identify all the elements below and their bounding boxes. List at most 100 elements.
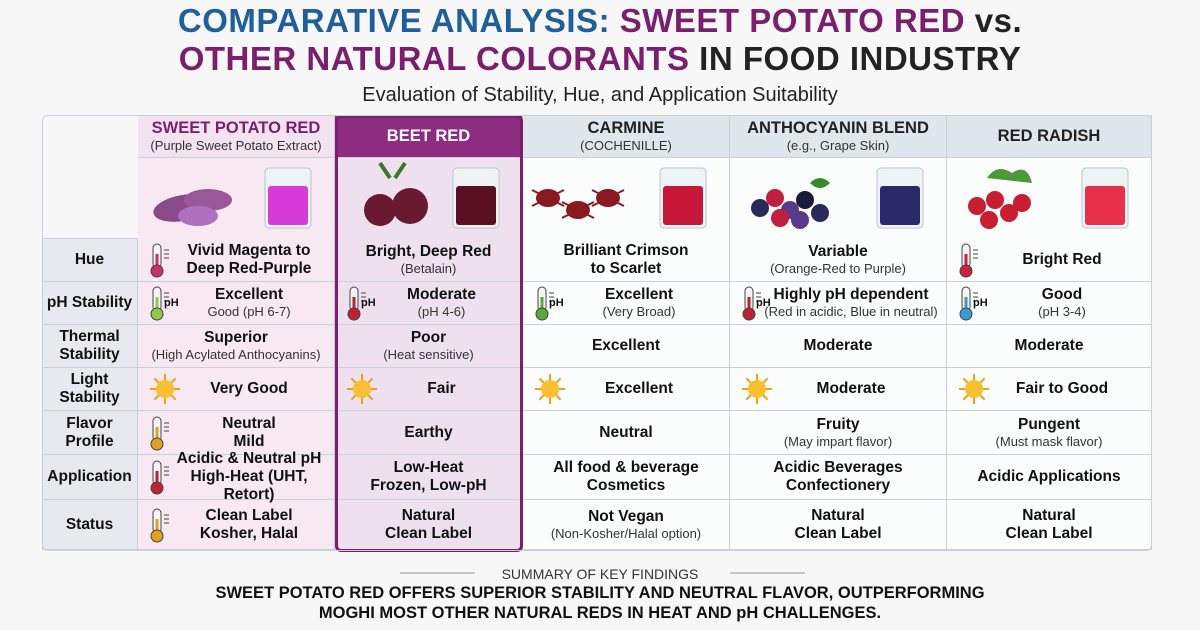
cell-icon: pH xyxy=(957,285,988,321)
cell-main: Bright Red xyxy=(1022,250,1102,268)
cell-main: Acidic Applications xyxy=(977,468,1121,485)
column-subtitle: (COCHENILLE) xyxy=(580,138,672,153)
cell-icon xyxy=(148,415,174,451)
row-label: Thermal Stability xyxy=(42,328,137,364)
cell-main: All food & beverage xyxy=(553,459,699,476)
cell-main: Vivid Magenta to xyxy=(187,241,311,259)
column-name: BEET RED xyxy=(386,127,471,145)
icon-label: pH xyxy=(973,297,988,309)
column-header: SWEET POTATO RED (Purple Sweet Potato Ext… xyxy=(138,115,335,158)
title-segment: SWEET POTATO RED xyxy=(619,2,966,39)
row-label-cell: pH Stability xyxy=(42,282,138,325)
cell-main: Bright, Deep Red xyxy=(365,242,492,260)
cell-main: Not Vegan xyxy=(588,507,664,525)
icon-label: pH xyxy=(756,297,771,309)
title-segment: vs. xyxy=(965,2,1023,39)
summary-line: MOGHI MOST OTHER NATURAL REDS IN HEAT AN… xyxy=(318,604,882,622)
cell-sub: (Betalain) xyxy=(400,260,457,276)
row-label-cell: Hue xyxy=(42,238,138,282)
cell-main: Clean Label xyxy=(385,524,472,542)
cell-main: Neutral xyxy=(599,423,653,441)
row-label-cell: Flavor Profile xyxy=(42,411,138,455)
column-subtitle: (Purple Sweet Potato Extract) xyxy=(150,138,322,153)
column-name: RED RADISH xyxy=(997,127,1101,145)
cell-sub: (pH 4-6) xyxy=(417,304,466,319)
table-cell: Natural Clean Label xyxy=(730,500,947,550)
cell-icon xyxy=(957,372,991,406)
cell-main: Neutral xyxy=(222,414,276,432)
cell-main: Fair xyxy=(427,380,456,397)
table-cell: Brilliant Crimson to Scarlet xyxy=(523,238,730,282)
table-cell: Fruity (May impart flavor) xyxy=(730,411,947,455)
cell-main: High-Heat (UHT, Retort) xyxy=(190,468,308,503)
cell-main: Excellent xyxy=(214,286,284,303)
row-label: pH Stability xyxy=(42,294,137,312)
cell-icon xyxy=(148,507,174,543)
table-cell: pH Good (pH 3-4) xyxy=(947,282,1152,325)
column-header: ANTHOCYANIN BLEND (e.g., Grape Skin) xyxy=(730,115,947,158)
cell-main: Fair to Good xyxy=(1015,380,1109,397)
row-label-cell: Application xyxy=(42,455,138,500)
cell-icon xyxy=(740,372,774,406)
cell-main: Pungent xyxy=(1018,415,1080,433)
cell-icon xyxy=(148,459,174,495)
cell-main: Excellent xyxy=(604,380,674,397)
cell-main: Clean Label xyxy=(1005,524,1093,542)
cell-main: Moderate xyxy=(803,337,873,354)
cell-sub: (May impart flavor) xyxy=(783,433,893,449)
cell-main: Excellent xyxy=(604,286,674,303)
cell-main: Confectionery xyxy=(785,477,891,494)
table-cell: Not Vegan (Non-Kosher/Halal option) xyxy=(523,500,730,550)
title-segment: OTHER NATURAL COLORANTS xyxy=(178,40,690,77)
cell-main: Moderate xyxy=(1014,337,1084,354)
subtitle: Evaluation of Stability, Hue, and Applic… xyxy=(362,84,838,106)
cell-main: Excellent xyxy=(591,337,661,354)
summary-heading: SUMMARY OF KEY FINDINGS xyxy=(501,566,699,582)
table-cell: Fair xyxy=(335,368,523,411)
column-name: ANTHOCYANIN BLEND xyxy=(747,119,929,137)
row-label: Application xyxy=(43,468,136,486)
table-cell: Superior (High Acylated Anthocyanins) xyxy=(138,325,335,368)
icon-label: pH xyxy=(164,297,179,309)
row-label-cell: Light Stability xyxy=(42,368,138,411)
cell-main: Poor xyxy=(410,329,447,346)
cell-sub: (Orange-Red to Purple) xyxy=(770,260,906,276)
cell-main: Clean Label xyxy=(205,506,293,524)
cell-sub: (Red in acidic, Blue in neutral) xyxy=(764,304,938,319)
table-cell: pH Excellent Good (pH 6-7) xyxy=(138,282,335,325)
cell-icon xyxy=(345,372,379,406)
row-label: Hue xyxy=(70,250,109,269)
cell-main: Good xyxy=(1041,286,1083,303)
table-cell: Moderate xyxy=(730,325,947,368)
cell-main: Variable xyxy=(808,242,868,260)
cell-main: Superior xyxy=(204,329,268,346)
ingredient-illustration xyxy=(531,167,707,229)
table-cell: Neutral Mild xyxy=(138,411,335,455)
table-cell: pH Moderate (pH 4-6) xyxy=(335,282,523,325)
cell-main: Natural xyxy=(401,506,456,524)
column-name: SWEET POTATO RED xyxy=(151,119,321,137)
cell-main: Deep Red-Purple xyxy=(186,259,312,277)
column-name: CARMINE xyxy=(587,119,665,137)
cell-main: Highly pH dependent xyxy=(773,286,929,303)
table-cell: Vivid Magenta to Deep Red-Purple xyxy=(138,238,335,282)
ingredient-illustration xyxy=(153,167,312,229)
cell-main: to Scarlet xyxy=(590,259,662,277)
table-cell: Moderate xyxy=(730,368,947,411)
cell-main: Natural xyxy=(1022,506,1076,524)
icon-label: pH xyxy=(549,297,564,309)
cell-icon: pH xyxy=(148,285,179,321)
row-label: Light Stability xyxy=(42,371,137,407)
cell-sub: (High Acylated Anthocyanins) xyxy=(151,347,321,362)
title-segment: COMPARATIVE ANALYSIS: xyxy=(177,2,620,39)
cell-main: Natural xyxy=(811,506,865,524)
ingredient-illustration xyxy=(751,167,924,229)
cell-sub: (Heat sensitive) xyxy=(383,347,474,362)
table-cell: Acidic Beverages Confectionery xyxy=(730,455,947,500)
cell-icon: pH xyxy=(740,285,771,321)
ingredient-illustration xyxy=(968,167,1129,229)
cell-main: Moderate xyxy=(407,286,476,303)
cell-icon xyxy=(957,242,983,278)
cell-sub: (Non-Kosher/Halal option) xyxy=(550,525,702,541)
